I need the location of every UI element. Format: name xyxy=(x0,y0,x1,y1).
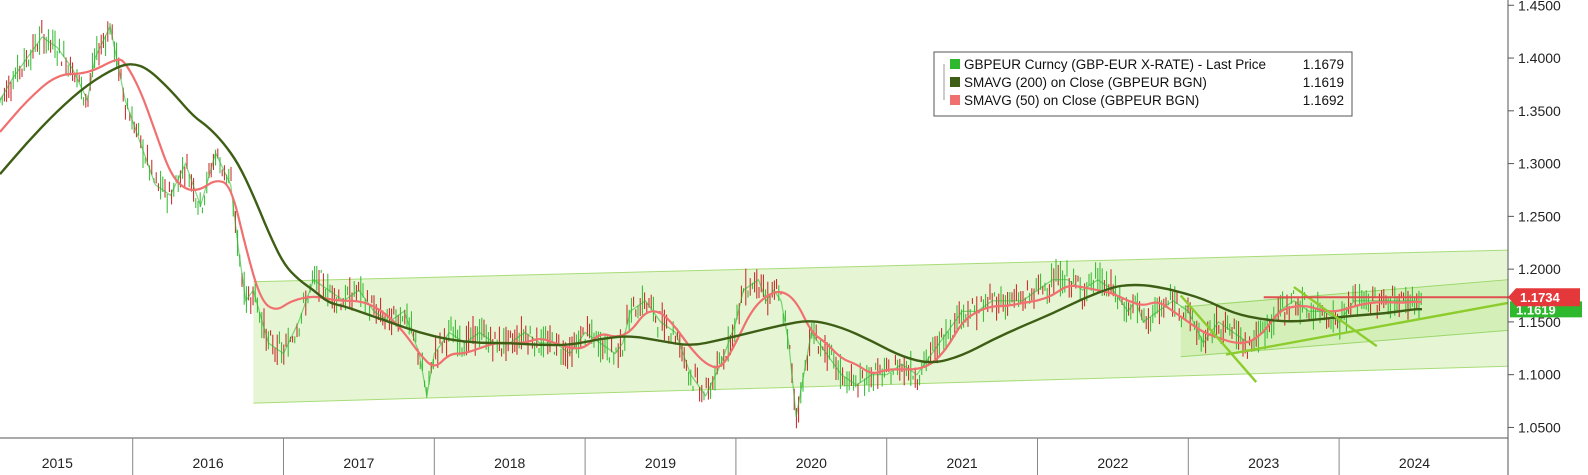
sma50-series-line xyxy=(0,58,1422,374)
last-price-tag xyxy=(1508,288,1580,307)
x-tick-label: 2015 xyxy=(42,455,73,471)
x-tick-label: 2017 xyxy=(343,455,374,471)
x-tick-label: 2016 xyxy=(193,455,224,471)
sma200-series-line xyxy=(0,63,1422,364)
legend-value: 1.1619 xyxy=(1303,75,1344,90)
legend-swatch xyxy=(950,77,960,87)
x-tick-label: 2022 xyxy=(1097,455,1128,471)
series-layer xyxy=(0,19,1423,429)
legend: GBPEUR Curncy (GBP-EUR X-RATE) - Last Pr… xyxy=(933,51,1353,117)
y-tick-label: 1.2000 xyxy=(1518,261,1561,277)
x-tick-label: 2023 xyxy=(1248,455,1279,471)
x-tick-label: 2020 xyxy=(796,455,827,471)
inner-channel-upper xyxy=(1180,279,1509,308)
outer-channel-lower xyxy=(253,365,1509,404)
legend-swatch xyxy=(950,59,960,69)
y-tick-label: 1.3000 xyxy=(1518,156,1561,172)
x-tick-label: 2018 xyxy=(494,455,525,471)
legend-value: 1.1679 xyxy=(1303,57,1344,72)
y-tick-label: 1.1000 xyxy=(1518,367,1561,383)
annotation-support-line xyxy=(1225,301,1509,356)
annotation-lines xyxy=(1179,286,1509,383)
y-tick-label: 1.1500 xyxy=(1518,314,1561,330)
outer-channel-upper xyxy=(253,249,1509,283)
y-tick-label: 1.4000 xyxy=(1518,50,1561,66)
legend-value: 1.1692 xyxy=(1303,93,1344,108)
outer-channel-fill xyxy=(253,250,1508,404)
x-tick-label: 2019 xyxy=(645,455,676,471)
annotation-descending-line xyxy=(1179,294,1258,383)
legend-label: SMAVG (50) on Close (GBPEUR BGN) xyxy=(964,93,1199,108)
legend-box xyxy=(933,51,1353,117)
x-tick-label: 2024 xyxy=(1399,455,1430,471)
y-tick-label: 1.3500 xyxy=(1518,103,1561,119)
legend-label: SMAVG (200) on Close (GBPEUR BGN) xyxy=(964,75,1207,90)
legend-swatch xyxy=(950,95,960,105)
y-tick-label: 1.2500 xyxy=(1518,208,1561,224)
y-tick-label: 1.0500 xyxy=(1518,419,1561,435)
last-price-tag-text: 1.1734 xyxy=(1520,290,1561,305)
y-tick-label: 1.4500 xyxy=(1518,0,1561,13)
legend-label: GBPEUR Curncy (GBP-EUR X-RATE) - Last Pr… xyxy=(964,57,1266,72)
x-tick-label: 2021 xyxy=(947,455,978,471)
